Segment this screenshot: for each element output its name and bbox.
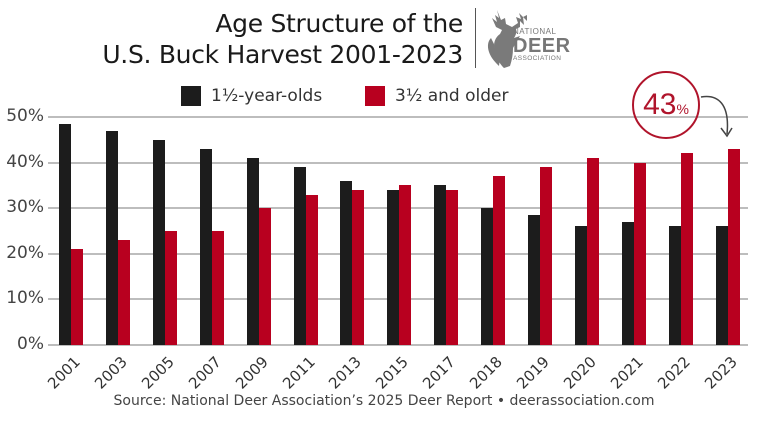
bar-2019-yearlings (528, 215, 540, 345)
gridline (48, 161, 748, 164)
bar-2022-mature (680, 153, 693, 345)
bar-2021-yearlings (621, 221, 634, 345)
bar-2013-yearlings (340, 180, 353, 345)
legend-label: 3½ and older (395, 86, 509, 106)
x-tick-label: 2005 (137, 352, 178, 393)
y-tick-label: 40% (6, 151, 44, 172)
y-tick-label: 30% (6, 197, 44, 218)
x-tick-label: 2023 (700, 352, 741, 393)
bar-2023-mature (727, 148, 740, 345)
bar-2015-yearlings (387, 189, 400, 345)
bar-2011-yearlings (293, 167, 306, 345)
callout-value: 43 (643, 88, 677, 121)
chart-legend: 1½-year-olds 3½ and older (0, 86, 768, 108)
bar-2003-mature (117, 240, 130, 345)
bar-2023-yearlings (715, 226, 728, 345)
x-tick-label: 2020 (560, 352, 600, 393)
x-tick-label: 2021 (606, 352, 647, 393)
x-tick-label: 2019 (513, 352, 553, 393)
bar-2005-yearlings (152, 139, 165, 345)
bar-2011-mature (305, 194, 318, 345)
title-line-2: U.S. Buck Harvest 2001-2023 (102, 40, 463, 69)
x-tick-label: 2007 (184, 352, 225, 393)
source-caption: Source: National Deer Association’s 2025… (113, 393, 655, 409)
callout-unit: % (676, 101, 689, 117)
logo-line-3: ASSOCIATION (513, 55, 562, 62)
deer-head-icon (487, 10, 527, 68)
bar-2021-mature (633, 162, 646, 345)
bar-2013-mature (352, 189, 365, 345)
title-divider (475, 8, 476, 68)
x-tick-label: 2013 (325, 352, 366, 393)
logo-wordmark: NATIONAL DEER ASSOCIATION (513, 28, 571, 63)
bar-2022-yearlings (668, 226, 681, 345)
bar-2019-mature (540, 167, 552, 345)
callout-43-percent: 43% (632, 71, 700, 139)
curved-arrow-icon (700, 95, 733, 138)
bar-2018-mature (493, 176, 506, 345)
x-tick-label: 2001 (44, 352, 84, 393)
x-tick-label: 2003 (91, 352, 131, 393)
y-tick-label: 10% (6, 288, 44, 309)
legend-swatch-black (181, 86, 201, 106)
bar-2017-mature (446, 189, 459, 345)
bar-2001-yearlings (59, 123, 71, 345)
gridline (48, 344, 748, 346)
x-tick-label: 2017 (419, 352, 460, 393)
x-tick-label: 2022 (653, 352, 694, 393)
legend-label: 1½-year-olds (211, 86, 323, 106)
bar-2018-yearlings (481, 208, 494, 345)
bar-2001-mature (71, 249, 83, 345)
bar-2007-yearlings (199, 148, 212, 345)
x-tick-label: 2009 (231, 352, 272, 393)
bar-2017-yearlings (434, 185, 447, 345)
bar-2009-yearlings (246, 158, 259, 345)
y-tick-label: 50% (6, 106, 44, 126)
bar-2005-mature (164, 231, 177, 345)
chart-title: Age Structure of the U.S. Buck Harvest 2… (102, 8, 463, 70)
y-tick-label: 0% (17, 334, 44, 354)
legend-item-mature: 3½ and older (365, 86, 508, 106)
x-tick-label: 2015 (372, 352, 413, 393)
legend-item-yearlings: 1½-year-olds (181, 86, 322, 106)
legend-swatch-red (365, 86, 385, 106)
logo-line-1: NATIONAL (513, 27, 557, 36)
y-tick-label: 20% (6, 242, 44, 263)
x-tick-label: 2011 (278, 352, 319, 393)
bar-2020-mature (586, 158, 599, 345)
x-tick-label: 2018 (466, 352, 506, 393)
bar-2007-mature (211, 231, 224, 345)
logo-line-2: DEER (513, 35, 571, 57)
bar-2003-yearlings (105, 130, 118, 345)
bar-2009-mature (258, 208, 271, 345)
gridline (48, 116, 748, 118)
bar-2020-yearlings (574, 226, 587, 345)
bar-2015-mature (399, 185, 412, 345)
title-line-1: Age Structure of the (215, 9, 463, 38)
